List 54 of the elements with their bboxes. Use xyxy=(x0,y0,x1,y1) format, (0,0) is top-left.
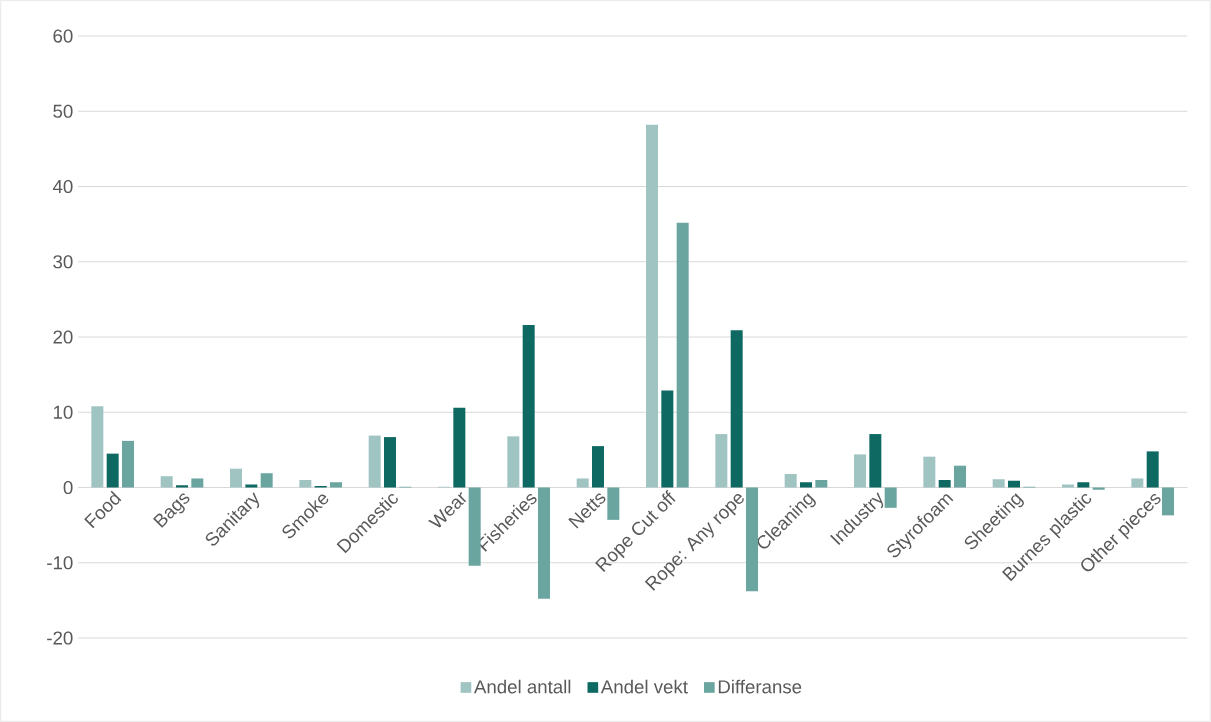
bar xyxy=(1062,484,1075,488)
bar xyxy=(815,479,828,488)
y-tick-label: -20 xyxy=(47,631,73,645)
bar xyxy=(954,465,967,488)
bar xyxy=(230,468,242,488)
y-tick-label: 50 xyxy=(53,104,73,118)
y-tick-label: 30 xyxy=(53,255,73,269)
y-tick-label: -10 xyxy=(47,556,73,570)
bar xyxy=(522,324,535,488)
bar xyxy=(330,482,342,488)
y-tick-label: 40 xyxy=(52,179,73,194)
bar xyxy=(1077,482,1090,488)
bar xyxy=(676,222,689,488)
bar xyxy=(576,478,589,488)
bar xyxy=(784,473,797,488)
bar xyxy=(854,454,867,488)
bar xyxy=(299,479,312,488)
bar xyxy=(869,434,882,488)
bar xyxy=(1131,478,1144,488)
bar xyxy=(191,478,204,488)
legend-label: Andel vekt xyxy=(600,679,688,694)
bar xyxy=(538,487,551,599)
bar xyxy=(1008,480,1021,488)
bar xyxy=(176,485,188,488)
bar xyxy=(938,479,951,488)
y-tick-label: 60 xyxy=(53,29,73,43)
bar xyxy=(592,446,604,488)
bar xyxy=(106,453,119,488)
legend-label: Andel antall xyxy=(473,679,571,694)
bar xyxy=(468,487,481,566)
legend-label: Differanse xyxy=(718,679,802,694)
bar xyxy=(800,482,812,488)
bar xyxy=(1162,487,1175,516)
bar xyxy=(384,437,396,488)
bar xyxy=(507,436,520,488)
bar xyxy=(715,434,728,488)
bar xyxy=(661,390,674,488)
bar xyxy=(160,476,173,488)
bar xyxy=(453,407,466,488)
bar xyxy=(1146,451,1159,488)
bar xyxy=(607,487,620,520)
bar xyxy=(245,484,258,488)
y-tick-label: 0 xyxy=(63,480,73,495)
bar xyxy=(368,435,381,488)
bar xyxy=(260,473,273,488)
bar xyxy=(122,440,134,488)
bar xyxy=(730,330,743,488)
y-tick-label: 20 xyxy=(53,330,73,344)
y-tick-label: 10 xyxy=(53,405,73,419)
bar xyxy=(992,479,1005,488)
bar xyxy=(746,487,759,592)
bar xyxy=(646,124,659,488)
bar xyxy=(923,456,936,488)
bar xyxy=(91,406,104,488)
